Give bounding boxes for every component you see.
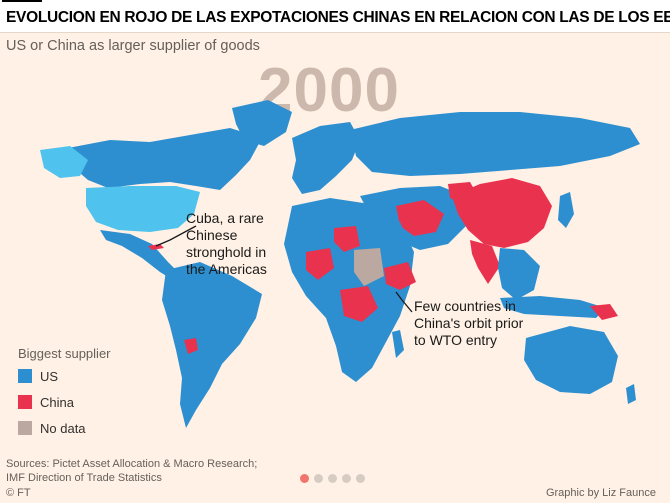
- region-iran-cluster: [396, 200, 444, 236]
- annotation-few-countries: Few countries in China's orbit prior to …: [414, 298, 524, 348]
- region-cuba: [148, 244, 164, 250]
- region-south-america: [162, 262, 262, 428]
- headline-banner: EVOLUCION EN ROJO DE LAS EXPOTACIONES CH…: [0, 0, 670, 33]
- region-south-asia: [470, 240, 500, 284]
- region-libya: [334, 226, 360, 252]
- region-horn: [384, 262, 416, 290]
- region-australia: [524, 326, 618, 394]
- region-china: [452, 178, 552, 248]
- region-west-africa-red: [306, 248, 334, 280]
- sources: Sources: Pictet Asset Allocation & Macro…: [6, 457, 257, 485]
- region-southeast-asia: [498, 248, 540, 300]
- annotation-line-few: [395, 291, 413, 313]
- region-madagascar: [392, 330, 404, 358]
- chart-subtitle: US or China as larger supplier of goods: [6, 38, 260, 54]
- legend-label-us: US: [40, 368, 59, 384]
- pagination-dots[interactable]: [300, 474, 365, 483]
- region-canada-alaska: [68, 128, 262, 190]
- graphic-credit: Graphic by Liz Faunce: [545, 487, 656, 499]
- region-europe: [292, 122, 360, 194]
- pagination-dot-2[interactable]: [314, 474, 323, 483]
- region-papua: [590, 304, 618, 320]
- legend-item-us: US: [18, 368, 58, 384]
- legend-swatch-china: [18, 395, 32, 409]
- legend-label-china: China: [40, 394, 74, 410]
- region-sudan: [354, 248, 384, 286]
- legend-item-china: China: [18, 394, 74, 410]
- sources-line-2: IMF Direction of Trade Statistics: [6, 472, 162, 484]
- pagination-dot-3[interactable]: [328, 474, 337, 483]
- pagination-dot-4[interactable]: [342, 474, 351, 483]
- region-alaska: [40, 146, 88, 178]
- region-new-zealand: [626, 384, 636, 404]
- ft-copyright: © FT: [6, 487, 31, 499]
- annotation-line-cuba: [155, 225, 197, 247]
- region-central-africa-red: [340, 286, 378, 322]
- pagination-dot-1[interactable]: [300, 474, 309, 483]
- region-paraguay: [184, 338, 198, 354]
- region-indonesia: [500, 296, 606, 318]
- region-mexico-central: [100, 230, 182, 282]
- legend-item-no-data: No data: [18, 420, 86, 436]
- region-usa: [86, 186, 200, 232]
- pagination-dot-5[interactable]: [356, 474, 365, 483]
- legend-title: Biggest supplier: [18, 346, 111, 361]
- legend-swatch-no-data: [18, 421, 32, 435]
- legend-label-no-data: No data: [40, 420, 86, 436]
- legend-swatch-us: [18, 369, 32, 383]
- annotation-cuba: Cuba, a rare Chinese stronghold in the A…: [186, 210, 267, 277]
- headline-text: EVOLUCION EN ROJO DE LAS EXPOTACIONES CH…: [6, 9, 670, 26]
- headline-mark: [2, 0, 42, 2]
- sources-line-1: Sources: Pictet Asset Allocation & Macro…: [6, 458, 258, 470]
- region-russia: [350, 112, 640, 176]
- region-japan: [558, 192, 574, 228]
- region-greenland: [232, 100, 292, 146]
